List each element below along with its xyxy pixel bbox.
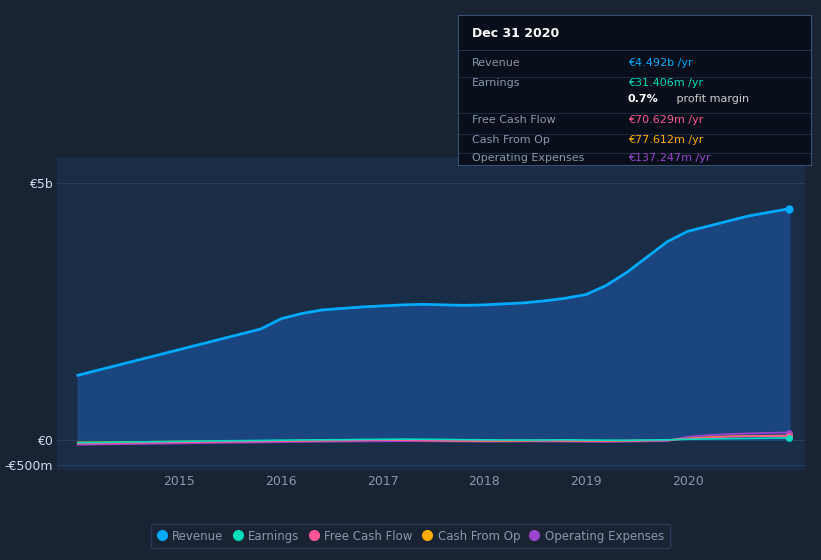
Text: Dec 31 2020: Dec 31 2020 <box>472 27 559 40</box>
Text: €31.406m /yr: €31.406m /yr <box>627 78 703 88</box>
Text: €77.612m /yr: €77.612m /yr <box>627 135 703 144</box>
Text: €137.247m /yr: €137.247m /yr <box>627 153 710 163</box>
Text: Operating Expenses: Operating Expenses <box>472 153 585 163</box>
Text: 0.7%: 0.7% <box>627 94 658 104</box>
Legend: Revenue, Earnings, Free Cash Flow, Cash From Op, Operating Expenses: Revenue, Earnings, Free Cash Flow, Cash … <box>151 524 670 548</box>
Text: Earnings: Earnings <box>472 78 521 88</box>
Text: €70.629m /yr: €70.629m /yr <box>627 115 703 125</box>
Text: Revenue: Revenue <box>472 58 521 68</box>
Text: Free Cash Flow: Free Cash Flow <box>472 115 556 125</box>
Text: profit margin: profit margin <box>673 94 750 104</box>
Text: €4.492b /yr: €4.492b /yr <box>627 58 692 68</box>
Text: Cash From Op: Cash From Op <box>472 135 550 144</box>
